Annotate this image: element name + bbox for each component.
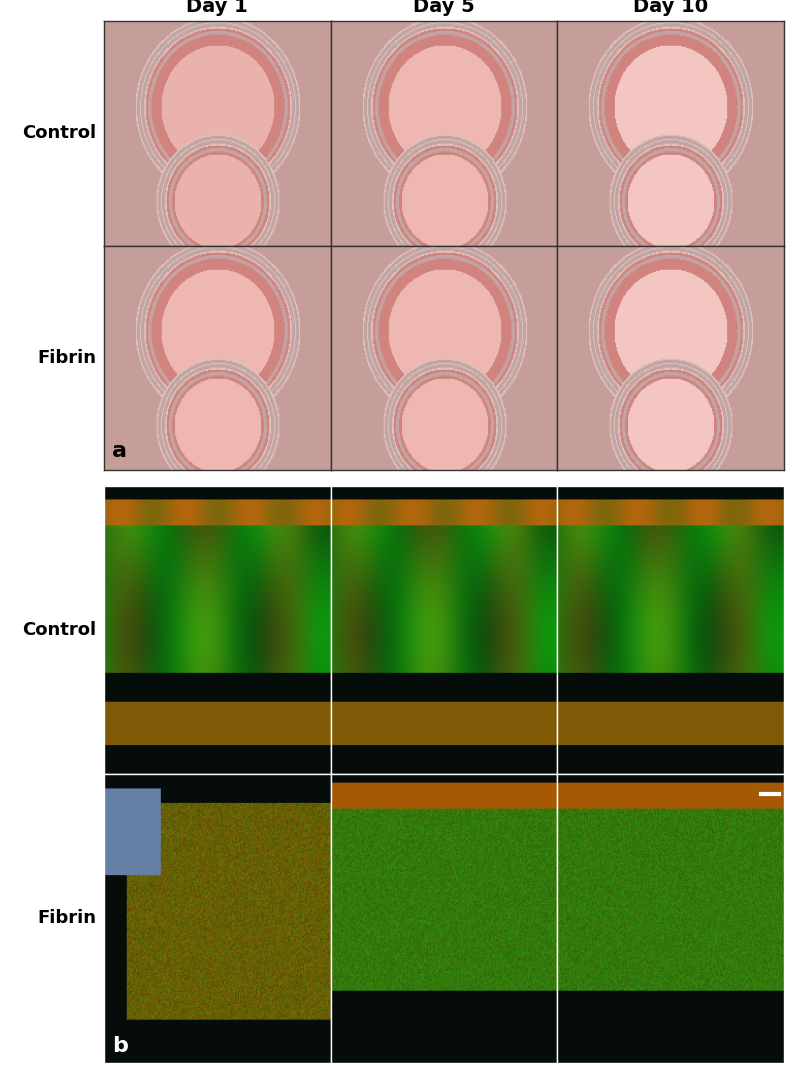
Text: Control: Control (22, 125, 96, 142)
Text: Day 1: Day 1 (186, 0, 248, 16)
Text: b: b (112, 1036, 128, 1056)
Text: Control: Control (22, 622, 96, 639)
Text: Day 5: Day 5 (413, 0, 475, 16)
Text: Fibrin: Fibrin (37, 349, 96, 366)
Text: a: a (112, 441, 127, 461)
Text: Fibrin: Fibrin (37, 910, 96, 927)
Text: Day 10: Day 10 (633, 0, 708, 16)
